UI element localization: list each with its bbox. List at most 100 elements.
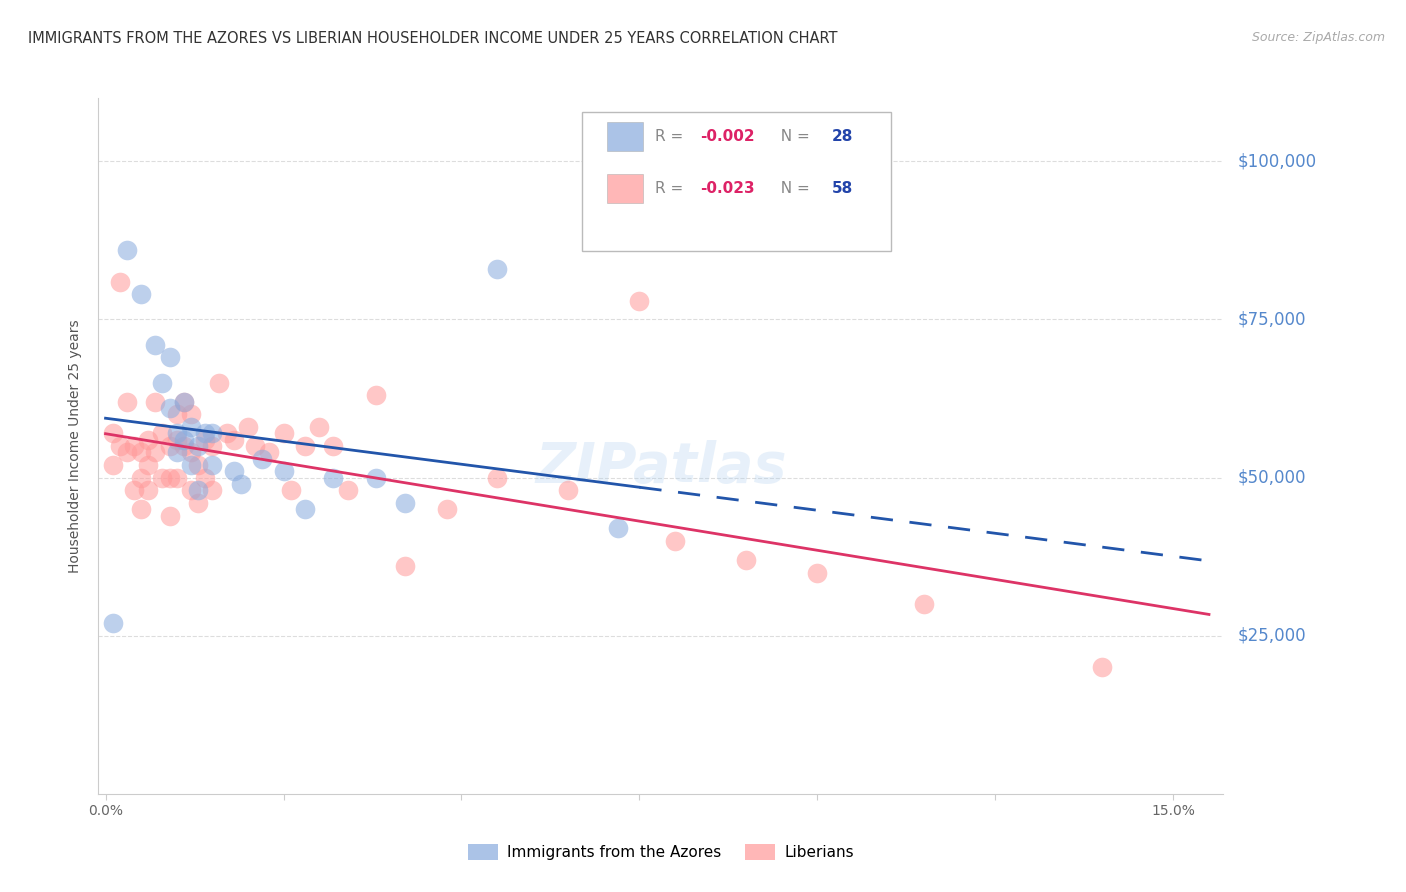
Point bbox=[159, 439, 181, 453]
Point bbox=[159, 508, 181, 523]
Point bbox=[735, 553, 758, 567]
Y-axis label: Householder Income Under 25 years: Householder Income Under 25 years bbox=[69, 319, 83, 573]
Point bbox=[215, 426, 238, 441]
Point bbox=[280, 483, 302, 498]
Legend: Immigrants from the Azores, Liberians: Immigrants from the Azores, Liberians bbox=[461, 838, 860, 866]
Point bbox=[187, 483, 209, 498]
Point bbox=[145, 338, 167, 352]
Point bbox=[806, 566, 828, 580]
Point bbox=[394, 559, 416, 574]
Point bbox=[664, 533, 686, 548]
Point bbox=[108, 275, 131, 289]
Point bbox=[273, 426, 295, 441]
Point bbox=[122, 483, 145, 498]
Point bbox=[122, 439, 145, 453]
Point bbox=[273, 464, 295, 478]
Point bbox=[628, 293, 651, 308]
Point bbox=[101, 458, 124, 472]
Point bbox=[115, 243, 138, 257]
Point bbox=[259, 445, 281, 459]
Point bbox=[364, 388, 387, 402]
Text: $25,000: $25,000 bbox=[1237, 627, 1306, 645]
Text: R =: R = bbox=[655, 128, 689, 144]
Point bbox=[180, 420, 202, 434]
Point bbox=[136, 483, 159, 498]
Point bbox=[173, 433, 195, 447]
Point bbox=[152, 376, 174, 390]
Point bbox=[136, 458, 159, 472]
Point bbox=[166, 408, 188, 422]
Point bbox=[166, 426, 188, 441]
Point bbox=[201, 458, 224, 472]
FancyBboxPatch shape bbox=[582, 112, 891, 252]
Text: Source: ZipAtlas.com: Source: ZipAtlas.com bbox=[1251, 31, 1385, 45]
Point bbox=[194, 433, 217, 447]
Point bbox=[557, 483, 579, 498]
Point bbox=[336, 483, 359, 498]
Point bbox=[322, 439, 344, 453]
Point bbox=[243, 439, 266, 453]
Text: N =: N = bbox=[770, 181, 814, 196]
Text: 28: 28 bbox=[832, 128, 853, 144]
Point bbox=[129, 502, 152, 516]
Point bbox=[152, 470, 174, 484]
Point bbox=[180, 458, 202, 472]
Point bbox=[201, 439, 224, 453]
Point bbox=[208, 376, 231, 390]
Text: $75,000: $75,000 bbox=[1237, 310, 1306, 328]
Point bbox=[308, 420, 330, 434]
Point bbox=[486, 261, 509, 276]
Point bbox=[294, 439, 316, 453]
Point bbox=[294, 502, 316, 516]
Text: $100,000: $100,000 bbox=[1237, 153, 1316, 170]
Point bbox=[152, 426, 174, 441]
Point bbox=[194, 426, 217, 441]
Point bbox=[394, 496, 416, 510]
Point bbox=[136, 433, 159, 447]
Point bbox=[173, 394, 195, 409]
Point bbox=[173, 439, 195, 453]
Point bbox=[145, 445, 167, 459]
Point bbox=[108, 439, 131, 453]
Point bbox=[187, 496, 209, 510]
Point bbox=[222, 433, 245, 447]
Point bbox=[129, 470, 152, 484]
Point bbox=[1091, 660, 1114, 674]
Point bbox=[115, 394, 138, 409]
Point bbox=[364, 470, 387, 484]
Point bbox=[166, 433, 188, 447]
Point bbox=[180, 445, 202, 459]
Point bbox=[201, 483, 224, 498]
Point bbox=[187, 439, 209, 453]
Text: ZIPatlas: ZIPatlas bbox=[536, 440, 786, 494]
Point bbox=[180, 408, 202, 422]
Point bbox=[159, 470, 181, 484]
Text: -0.002: -0.002 bbox=[700, 128, 755, 144]
Point bbox=[912, 597, 935, 611]
Point bbox=[101, 426, 124, 441]
Point bbox=[129, 445, 152, 459]
Point bbox=[236, 420, 259, 434]
Point bbox=[115, 445, 138, 459]
FancyBboxPatch shape bbox=[607, 122, 643, 151]
Point bbox=[173, 394, 195, 409]
Point bbox=[166, 445, 188, 459]
Point bbox=[201, 426, 224, 441]
Text: R =: R = bbox=[655, 181, 689, 196]
Point bbox=[486, 470, 509, 484]
Point bbox=[159, 351, 181, 365]
Point bbox=[166, 470, 188, 484]
Text: 58: 58 bbox=[832, 181, 853, 196]
FancyBboxPatch shape bbox=[607, 174, 643, 203]
Text: N =: N = bbox=[770, 128, 814, 144]
Point bbox=[194, 470, 217, 484]
Point bbox=[145, 394, 167, 409]
Point bbox=[229, 477, 252, 491]
Point bbox=[101, 616, 124, 631]
Point bbox=[607, 521, 630, 535]
Point bbox=[159, 401, 181, 415]
Point bbox=[180, 483, 202, 498]
Text: $50,000: $50,000 bbox=[1237, 468, 1306, 487]
Point bbox=[322, 470, 344, 484]
Text: IMMIGRANTS FROM THE AZORES VS LIBERIAN HOUSEHOLDER INCOME UNDER 25 YEARS CORRELA: IMMIGRANTS FROM THE AZORES VS LIBERIAN H… bbox=[28, 31, 838, 46]
